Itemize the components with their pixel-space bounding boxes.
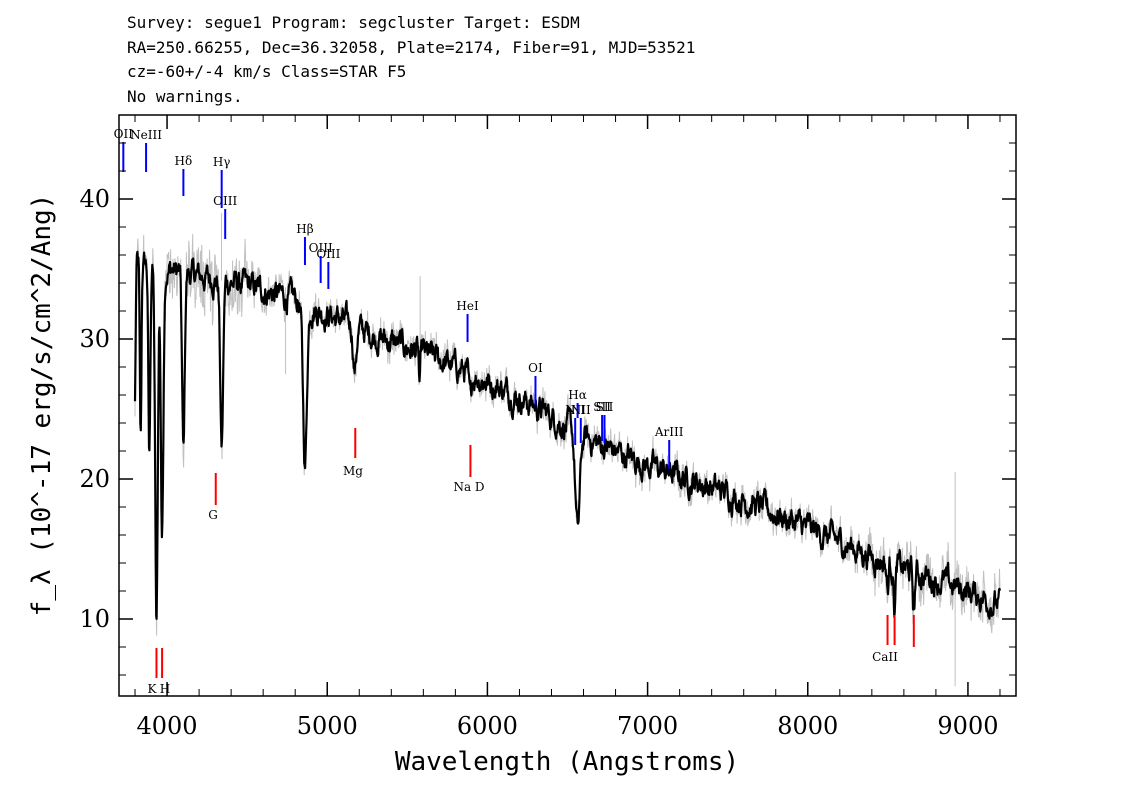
emission-line-label: NII [571,403,591,417]
y-tick-label: 20 [79,465,110,493]
y-axis-label: f_λ (10^-17 erg/s/cm^2/Ang) [27,194,57,617]
absorption-line-label: K [148,682,158,696]
emission-line-label: Hδ [175,154,193,168]
absorption-line-label: Na D [453,480,484,494]
absorption-line-label: H [160,682,170,696]
x-tick-label: 8000 [777,712,838,740]
absorption-line-label: CaII [872,650,898,664]
x-tick-label: 6000 [457,712,518,740]
axes: 4000 5000 6000 7000 8000 9000 10 20 30 40 [79,114,1016,740]
emission-line-label: NeIII [130,128,162,142]
emission-line-label: Hβ [296,222,313,236]
x-tick-label: 9000 [937,712,998,740]
y-tick-label: 30 [79,325,110,353]
emission-line-label: NII [565,403,585,417]
emission-line-label: Hγ [213,155,231,169]
x-tick-label: 7000 [617,712,678,740]
emission-line-label: SII [596,400,614,414]
y-tick-label: 40 [79,185,110,213]
emission-line-label: Hα [568,388,587,402]
plot-frame [118,114,1017,697]
x-tick-label: 5000 [297,712,358,740]
series-model-flux [133,250,1002,620]
emission-line-label: OIII [309,241,333,255]
emission-line-label: SII [593,400,611,414]
x-tick-label: 4000 [137,712,198,740]
emission-line-label: HeI [456,299,479,313]
emission-line-label: OIII [213,194,237,208]
emission-line-label: ArIII [654,425,684,439]
header-line-redshift-class: cz=-60+/-4 km/s Class=STAR F5 [127,62,406,81]
y-tick-label: 10 [79,605,110,633]
header-line-survey: Survey: segue1 Program: segcluster Targe… [127,13,580,32]
emission-line-label: OIII [316,247,340,261]
absorption-line-label: G [208,508,218,522]
header-line-warnings: No warnings. [127,87,243,106]
header-line-coordinates: RA=250.66255, Dec=36.32058, Plate=2174, … [127,38,695,57]
absorption-line-label: Mg [343,464,363,478]
x-axis-label: Wavelength (Angstroms) [395,747,739,777]
emission-line-label: OI [528,361,543,375]
